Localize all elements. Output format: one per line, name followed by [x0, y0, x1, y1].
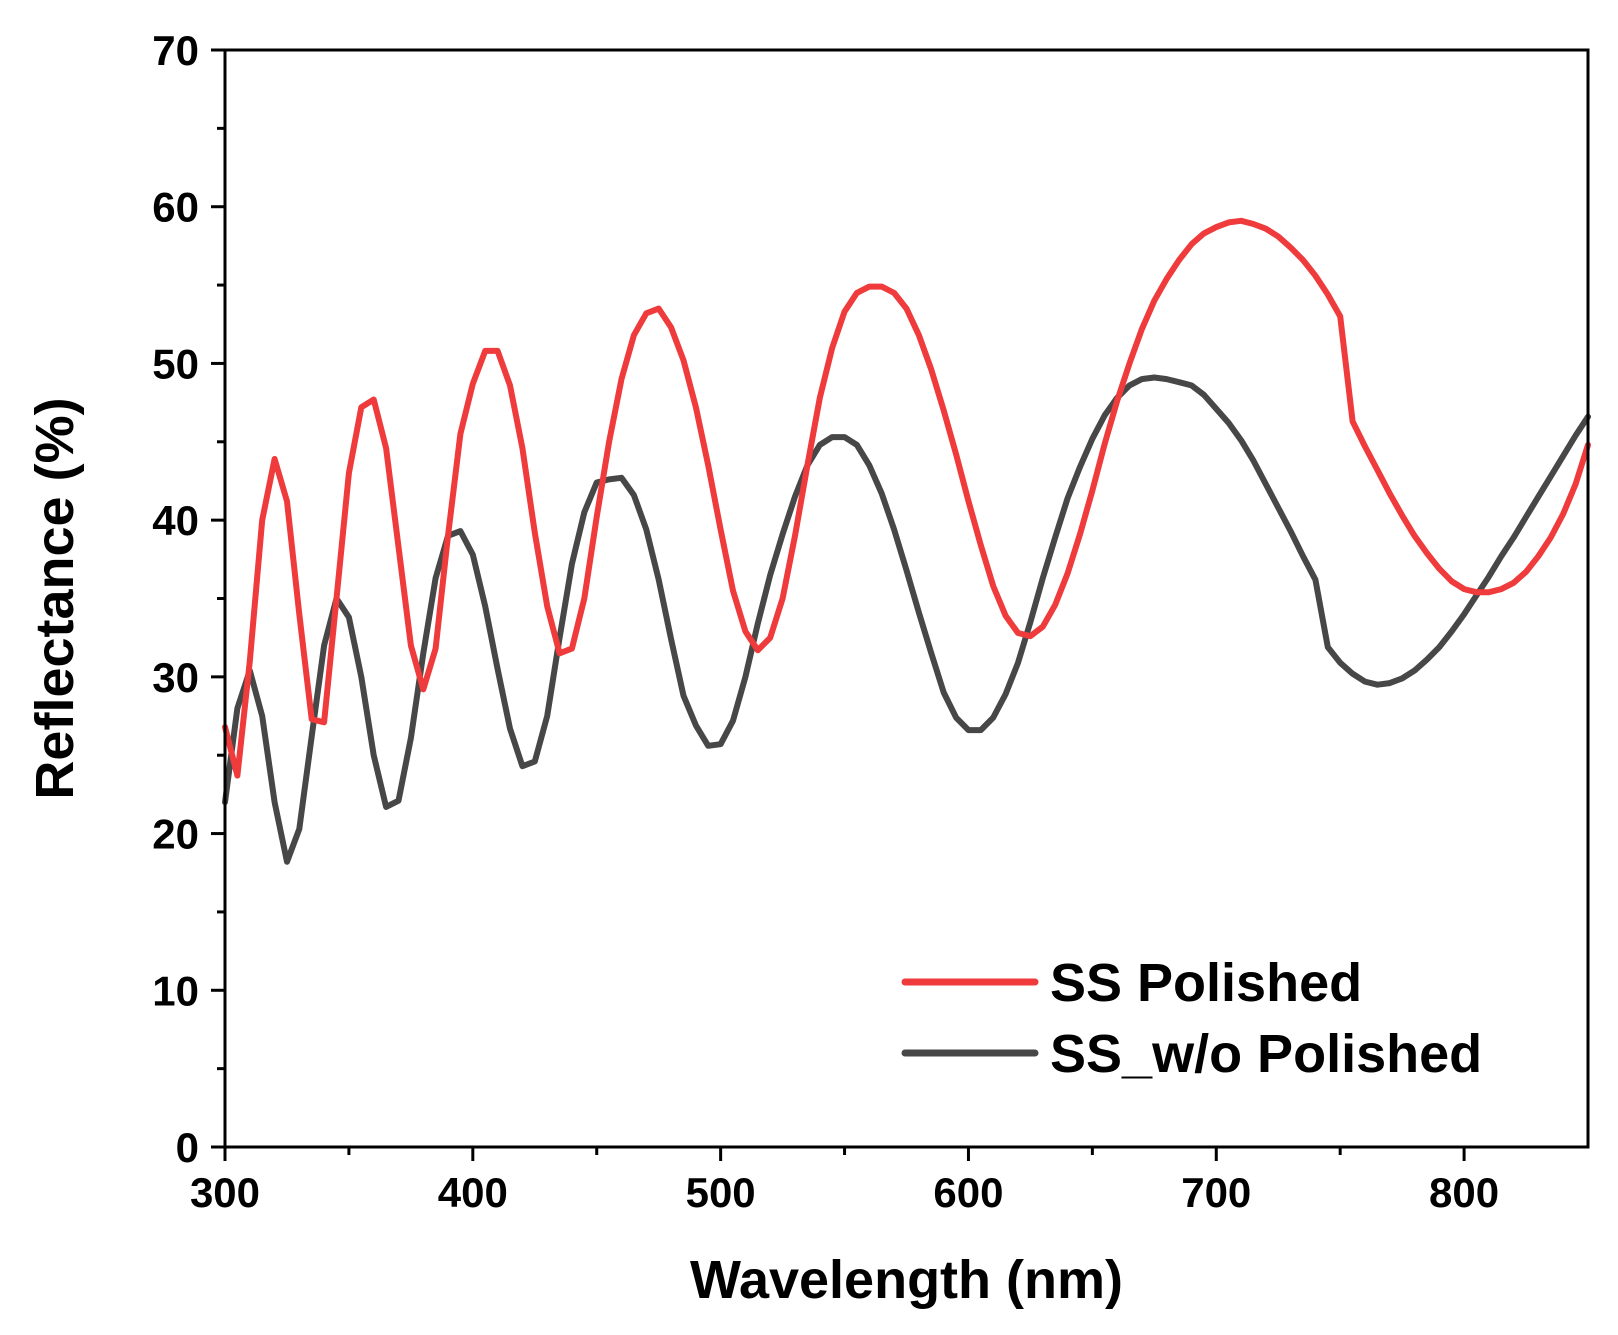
- legend-label-ss-wo-polished: SS_w/o Polished: [1050, 1024, 1482, 1084]
- series-layer: [222, 217, 1591, 865]
- y-tick-label: 50: [152, 340, 199, 387]
- y-tick-label: 60: [152, 184, 199, 231]
- y-tick-label: 40: [152, 497, 199, 544]
- x-axis-title: Wavelength (nm): [690, 1250, 1123, 1310]
- y-axis-title: Reflectance (%): [25, 397, 85, 799]
- legend: SS Polished SS_w/o Polished: [901, 953, 1482, 1084]
- tick-layer: 300 400 500 600 700 800 0 10 20 30 40 50 60 70: [152, 27, 1499, 1216]
- series-line-ss-wo-polished: [222, 374, 1591, 865]
- x-tick-label: 500: [686, 1169, 756, 1216]
- y-tick-label: 30: [152, 654, 199, 701]
- y-tick-label: 70: [152, 27, 199, 74]
- x-tick-label: 400: [438, 1169, 508, 1216]
- x-tick-label: 300: [190, 1169, 260, 1216]
- y-tick-label: 20: [152, 811, 199, 858]
- y-tick-label: 0: [176, 1124, 199, 1171]
- y-tick-label: 10: [152, 967, 199, 1014]
- legend-label-ss-polished: SS Polished: [1050, 953, 1362, 1013]
- series-line-ss-polished: [222, 217, 1591, 779]
- x-tick-label: 800: [1429, 1169, 1499, 1216]
- x-tick-label: 600: [933, 1169, 1003, 1216]
- x-tick-label: 700: [1181, 1169, 1251, 1216]
